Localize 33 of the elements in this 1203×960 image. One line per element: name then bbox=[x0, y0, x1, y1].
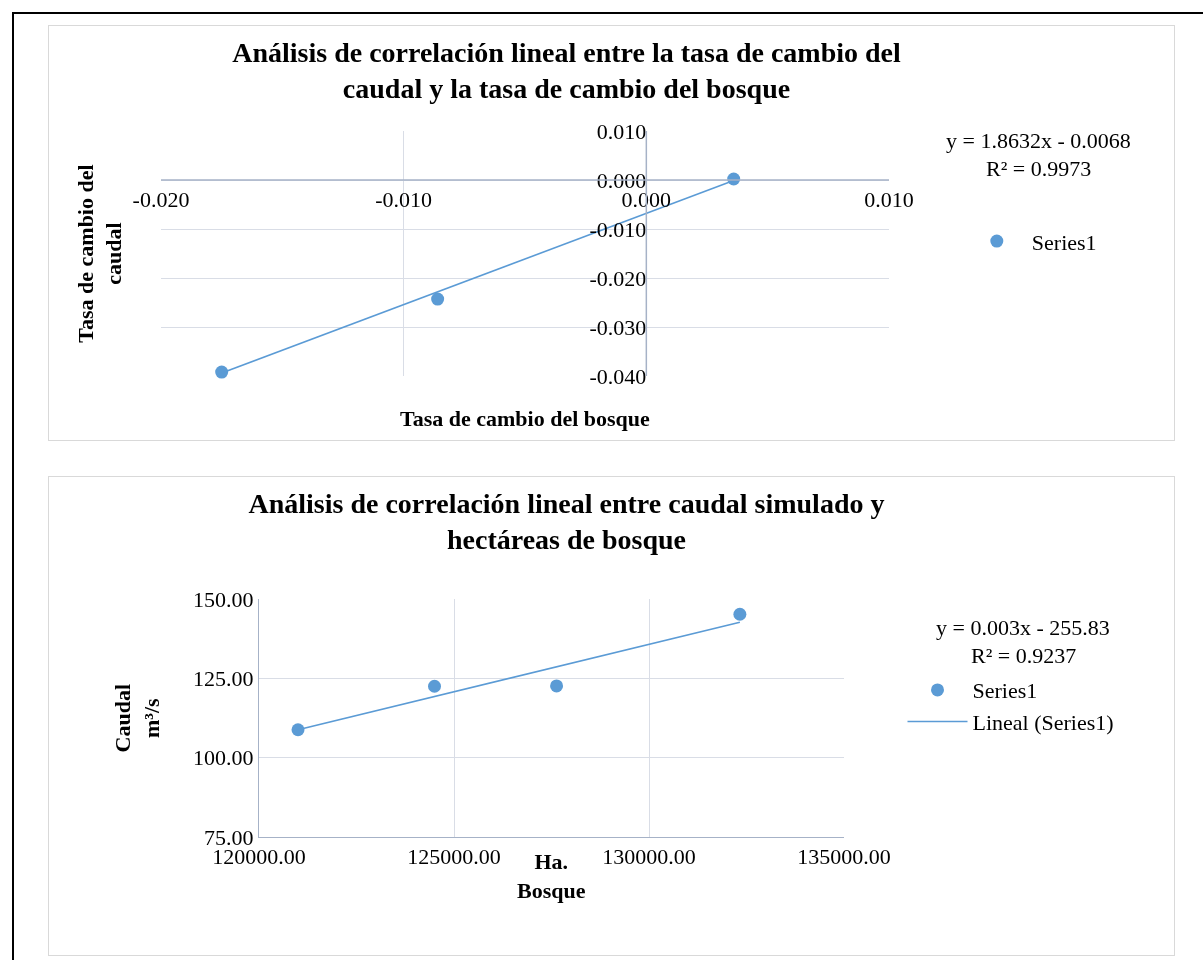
y-tick-label: 0.010 bbox=[596, 118, 647, 144]
legend-label: Series1 bbox=[1031, 229, 1097, 255]
text: y = 0.003x - 255.83 bbox=[936, 615, 1110, 640]
y-axis-title: Tasa de cambio del caudal bbox=[72, 164, 127, 343]
legend-label: Series1 bbox=[972, 678, 1038, 704]
x-tick-label: 130000.00 bbox=[602, 844, 696, 870]
point bbox=[215, 365, 229, 379]
point bbox=[428, 679, 441, 693]
y-tick-label: -0.020 bbox=[589, 265, 647, 291]
text: R² = 0.9237 bbox=[971, 643, 1077, 668]
y-tick-label: 150.00 bbox=[193, 586, 254, 612]
x-tick-label: -0.010 bbox=[375, 187, 433, 212]
x-axis-title: Ha. Bosque bbox=[517, 849, 586, 903]
x-tick-label: 125000.00 bbox=[407, 844, 501, 870]
y-tick-label: 100.00 bbox=[193, 745, 254, 771]
point bbox=[291, 723, 305, 737]
point bbox=[431, 292, 445, 306]
y-axis-title: Caudal m³/s bbox=[110, 683, 165, 753]
x-tick-label: 135000.00 bbox=[797, 844, 891, 870]
y-tick-label: -0.040 bbox=[589, 363, 647, 389]
point bbox=[733, 607, 747, 621]
x-axis-title: Tasa de cambio del bosque bbox=[400, 406, 651, 431]
y-tick-label: -0.030 bbox=[589, 314, 647, 340]
text: R² = 0.9973 bbox=[986, 156, 1092, 181]
y-tick-label: 125.00 bbox=[193, 666, 254, 692]
chart-title: Análisis de correlación lineal entre caudal simulado y hectáreas de bosque bbox=[248, 487, 885, 556]
y-tick-label: 0.000 bbox=[596, 167, 647, 193]
point bbox=[550, 679, 564, 693]
text: y = 1.8632x - 0.0068 bbox=[946, 128, 1131, 153]
chart-title: Análisis de correlación lineal entre la tasa de cambio del caudal y la tasa de cambio del bosque bbox=[232, 36, 902, 105]
x-tick-label: 0.010 bbox=[864, 187, 914, 212]
x-tick-label: -0.020 bbox=[132, 187, 190, 212]
legend-label: Lineal (Series1) bbox=[972, 710, 1114, 736]
